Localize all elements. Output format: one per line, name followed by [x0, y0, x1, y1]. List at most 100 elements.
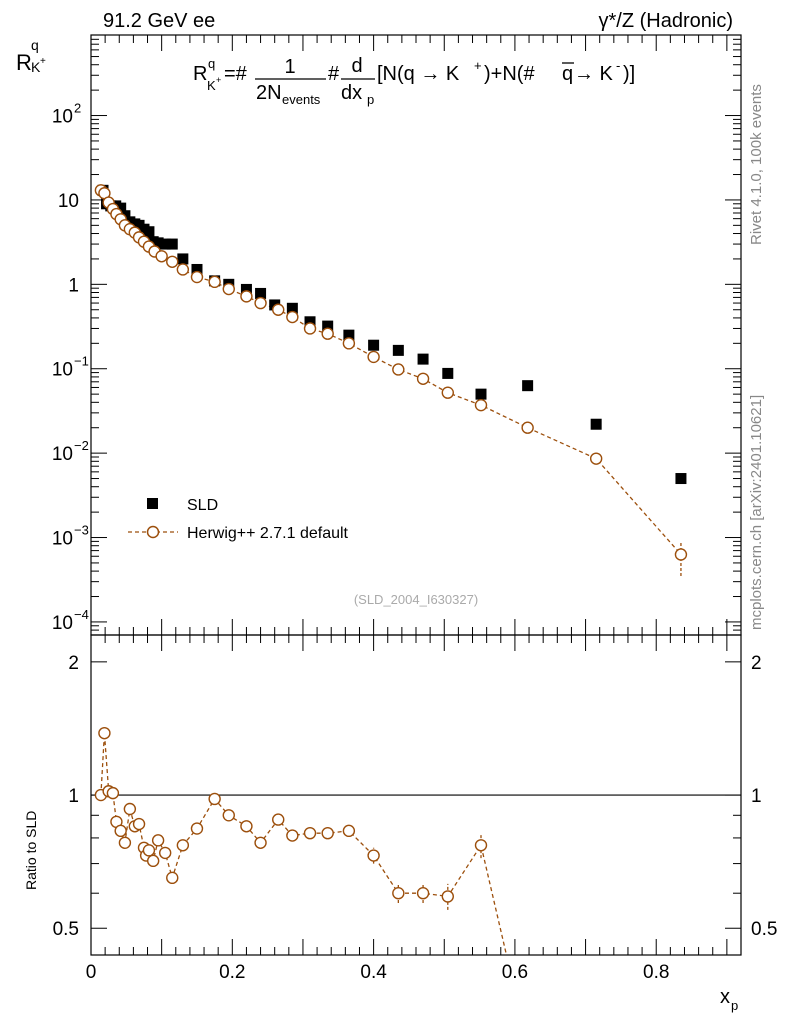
sld-point [240, 283, 252, 295]
herwig-point [240, 290, 253, 303]
ratio-point [272, 813, 285, 826]
title-body3-sup: - [616, 58, 620, 73]
herwig-series-line [100, 189, 682, 555]
sld-point [392, 344, 404, 356]
ratio-point [142, 844, 156, 857]
ratio-point [98, 726, 111, 740]
herwig-point [441, 386, 454, 399]
title-body4: )] [623, 63, 635, 85]
ratio-point [151, 834, 165, 847]
title-den: 2N [256, 82, 282, 104]
ylabel-main: R [16, 50, 32, 75]
herwig-point [272, 303, 285, 316]
ratio-point [176, 839, 190, 852]
herwig-point [303, 322, 317, 335]
title-body3: → K [574, 63, 614, 85]
herwig-point [190, 270, 204, 284]
title-dnum: d [351, 55, 362, 77]
process-label: γ*/Z (Hadronic) [599, 10, 733, 32]
title-r-sub: K [207, 78, 216, 93]
ytick-base: 10 [52, 613, 73, 634]
ratio-point [342, 824, 356, 838]
ytick-exp: −4 [74, 607, 89, 622]
main-plot-frame [90, 34, 742, 636]
title-qbar: q [562, 63, 573, 85]
legend-sld-marker [147, 498, 158, 509]
sld-point [143, 226, 155, 238]
main-ytick-label: 10 [58, 191, 79, 212]
ytick-base: 10 [58, 191, 79, 212]
sld-point [115, 202, 127, 214]
ylabel-subsup: + [40, 56, 46, 67]
analysis-id: (SLD_2004_I630327) [354, 592, 478, 607]
title-den-sub: events [282, 92, 321, 107]
main-ytick-label: 10 2 [52, 101, 81, 128]
herwig-point [176, 263, 190, 276]
ratio-ytick-label-right: 1 [751, 786, 762, 807]
xlabel: x p [720, 986, 738, 1013]
herwig-point [367, 350, 380, 364]
herwig-point [521, 421, 534, 434]
ratio-point [392, 887, 405, 900]
sld-point [442, 367, 454, 379]
xtick-label: 0.2 [219, 962, 245, 983]
title-num: 1 [284, 56, 295, 78]
ytick-exp: 2 [74, 101, 81, 116]
ratio-point [254, 836, 267, 849]
ratio-point [367, 849, 380, 862]
sld-point [286, 302, 298, 314]
legend-sld-label: SLD [187, 497, 218, 514]
ytick-base: 10 [52, 444, 73, 465]
title-r-subsup: + [216, 75, 221, 85]
xtick-label: 0.8 [643, 962, 669, 983]
herwig-point [416, 372, 430, 385]
ratio-point [114, 824, 127, 838]
main-ytick-label: 1 [68, 275, 79, 296]
title-r: R [193, 63, 207, 85]
legend-herwig-marker [146, 525, 160, 539]
herwig-point [166, 255, 179, 268]
sld-point [159, 238, 171, 250]
title-body2: )+N(# [484, 63, 535, 85]
ratio-point [240, 820, 253, 833]
herwig-point [589, 452, 603, 465]
ratio-point [416, 887, 430, 900]
ratio-point [321, 826, 334, 840]
ratio-ytick-label-right: 2 [751, 653, 762, 674]
main-ylabel: R q K + [16, 37, 46, 75]
sld-point [368, 339, 380, 351]
sld-point [191, 263, 203, 275]
ratio-ytick-label: 2 [68, 653, 79, 674]
ratio-point [118, 836, 132, 849]
xlabel-sub: p [731, 998, 738, 1013]
xlabel-main: x [720, 986, 730, 1008]
herwig-point [321, 327, 334, 340]
main-plot-area [90, 34, 742, 636]
ratio-point [166, 871, 179, 885]
plot-title: R q K + =# 1 2N events # d dx p [N(q → K… [193, 55, 635, 107]
ratio-series-line [100, 733, 508, 956]
ratio-ytick-label: 1 [68, 786, 79, 807]
ratio-point [146, 854, 160, 868]
herwig-point [155, 250, 168, 263]
ytick-exp: −2 [74, 438, 89, 453]
sld-point [322, 320, 334, 332]
ratio-point [286, 829, 299, 842]
ytick-base: 10 [52, 529, 73, 550]
ratio-point [132, 817, 146, 831]
title-body1: [N(q → K [377, 63, 460, 85]
main-ytick-label: 10 −4 [52, 607, 89, 634]
legend: SLD Herwig++ 2.7.1 default [128, 497, 349, 542]
ytick-base: 10 [52, 360, 73, 381]
sld-point [590, 418, 602, 430]
sld-point [522, 380, 534, 392]
title-body1-sup: + [474, 58, 482, 73]
ylabel-sup: q [31, 37, 39, 53]
ratio-point [441, 890, 454, 903]
ratio-point [106, 786, 120, 800]
main-ytick-label: 10 −2 [52, 438, 89, 465]
title-dden-sub: p [367, 92, 374, 107]
sld-point [675, 473, 687, 485]
herwig-point [674, 548, 688, 561]
